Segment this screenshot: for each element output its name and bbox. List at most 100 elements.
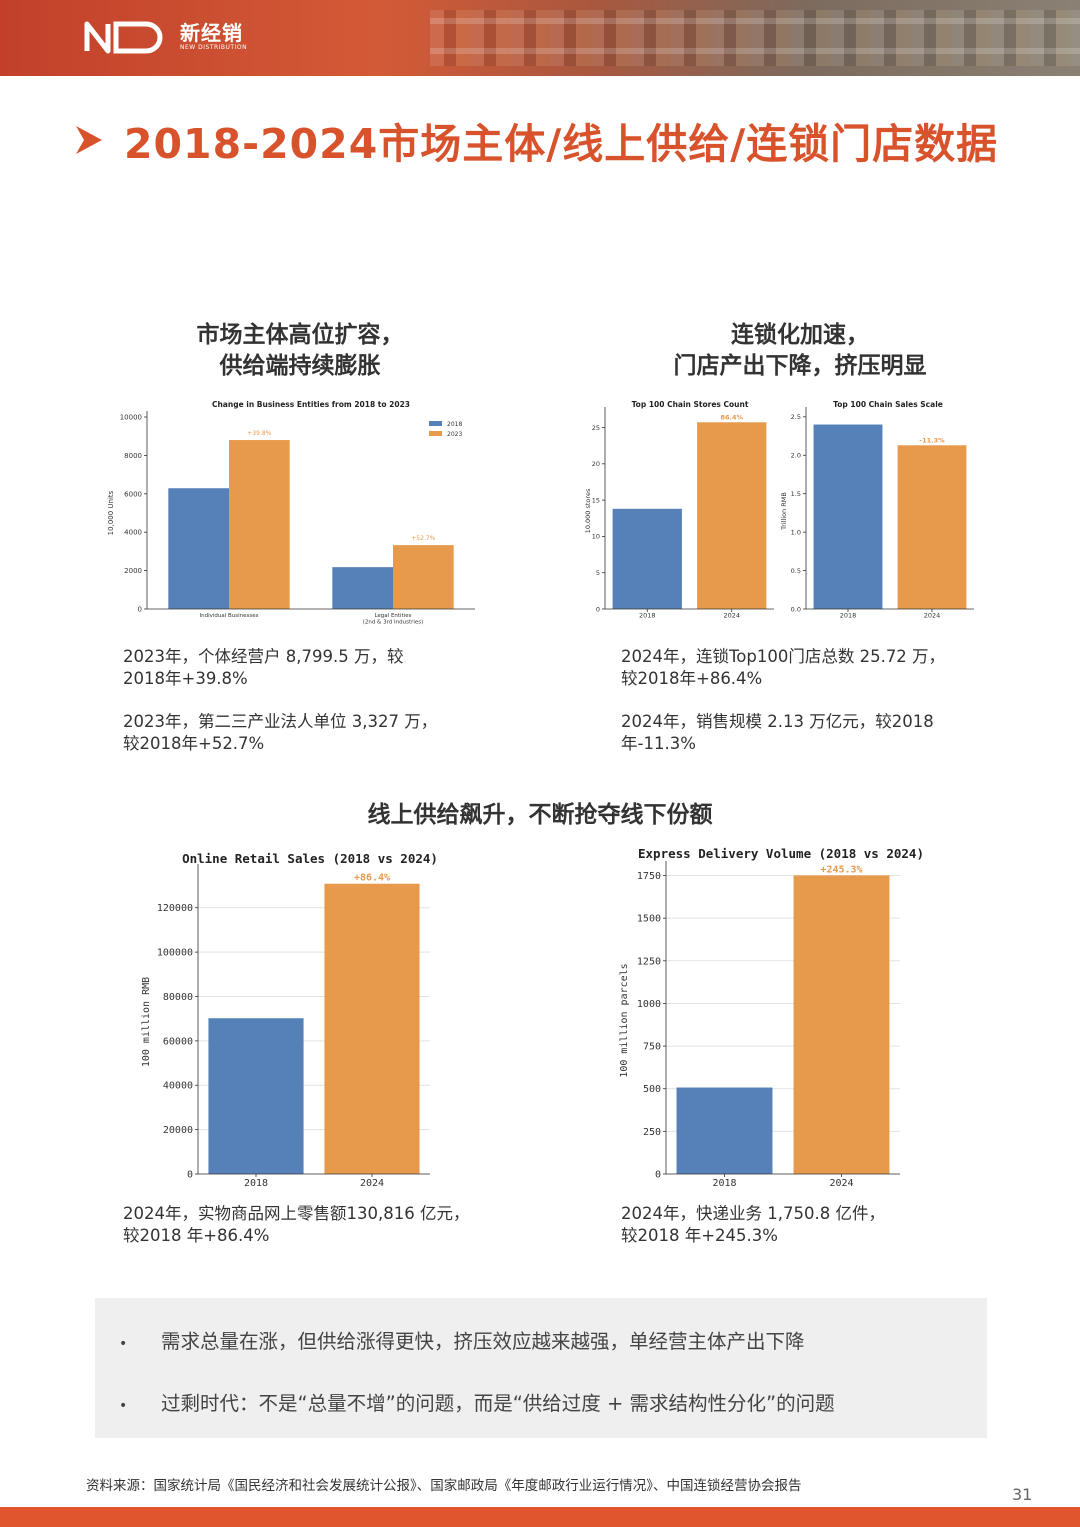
stat-chain-stores: 2024年，连锁Top100门店总数 25.72 万， 较2018年+86.4% — [621, 646, 945, 690]
chart-chain-sales-scale: Top 100 Chain Sales Scale 0.0 0.5 1.0 1.5 2.0… — [780, 400, 974, 620]
bar-annotation: +52.7% — [411, 535, 435, 542]
y-tick-label: 0 — [655, 1170, 661, 1181]
bar-2018-1 — [332, 567, 393, 609]
bar-2018 — [813, 424, 883, 609]
x-tick-label: 2018 — [639, 612, 656, 620]
section-heading-market: 市场主体高位扩容， 供给端持续膨胀 — [150, 320, 450, 382]
x-tick-label: Legal Entities — [374, 613, 411, 619]
bar-annotation: -11.3% — [919, 436, 945, 444]
chart-express-delivery: Express Delivery Volume (2018 vs 2024) 0 2… — [619, 846, 924, 1189]
y-axis-label: 100 million RMB — [141, 977, 152, 1067]
bar-2018 — [676, 1087, 773, 1174]
y-axis-label: Trillion RMB — [780, 492, 788, 531]
y-tick-label: 20000 — [163, 1125, 193, 1136]
text-line: 较2018 年+245.3% — [621, 1226, 778, 1245]
section-heading-line: 门店产出下降，挤压明显 — [673, 353, 927, 379]
text-line: 较2018年+52.7% — [123, 734, 265, 753]
chart-title: Top 100 Chain Stores Count — [632, 400, 749, 409]
y-tick-label: 60000 — [163, 1036, 193, 1047]
legend-label: 2023 — [447, 431, 462, 438]
text-line: 年-11.3% — [621, 734, 696, 753]
bar-2018-0 — [168, 488, 229, 609]
text-line: 2024年，连锁Top100门店总数 25.72 万， — [621, 647, 946, 666]
bar-2023-0 — [229, 440, 290, 609]
source-note: 资料来源：国家统计局《国民经济和社会发展统计公报》、国家邮政局《年度邮政行业运行… — [86, 1478, 802, 1494]
chart-online-retail-sales: Online Retail Sales (2018 vs 2024) 0 20000… — [141, 851, 438, 1189]
y-tick-label: 80000 — [163, 992, 193, 1003]
chart-title: Top 100 Chain Sales Scale — [833, 400, 943, 409]
y-tick-label: 5 — [596, 569, 600, 577]
y-tick-label: 40000 — [163, 1081, 193, 1092]
footer-bar — [0, 1507, 1080, 1527]
y-axis-label: 10,000 Units — [107, 490, 115, 535]
summary-item: • 过剩时代：不是“总量不增”的问题，而是“供给过度 + 需求结构性分化”的问题 — [119, 1387, 835, 1416]
bar-2024 — [897, 445, 967, 609]
y-tick-label: 10 — [592, 533, 600, 541]
y-tick-label: 0 — [187, 1170, 193, 1181]
y-tick-label: 2.0 — [791, 452, 801, 460]
x-tick-label: Individual Businesses — [199, 613, 258, 619]
text-line: 2024年，快递业务 1,750.8 亿件， — [621, 1204, 885, 1223]
legend-swatch — [429, 431, 442, 436]
bar-2024 — [793, 875, 890, 1174]
legend-swatch — [429, 421, 442, 426]
y-tick-label: 2.5 — [791, 413, 801, 421]
bar-annotation: +39.8% — [247, 430, 271, 437]
y-tick-label: 0.5 — [791, 567, 801, 575]
stat-legal-entities: 2023年，第二三产业法人单位 3,327 万， 较2018年+52.7% — [123, 711, 437, 755]
x-tick-label: 2024 — [829, 1178, 853, 1189]
y-tick-label: 500 — [643, 1084, 661, 1095]
y-tick-label: 750 — [643, 1042, 661, 1053]
y-tick-label: 1.5 — [791, 490, 801, 498]
legend-label: 2018 — [447, 421, 462, 428]
y-tick-label: 1.0 — [791, 528, 801, 536]
y-tick-label: 0 — [138, 605, 142, 613]
y-tick-label: 20 — [592, 460, 600, 468]
y-tick-label: 120000 — [157, 903, 193, 914]
stat-express-delivery: 2024年，快递业务 1,750.8 亿件， 较2018 年+245.3% — [621, 1203, 885, 1247]
bar-annotation: 86.4% — [720, 413, 743, 421]
bar-2018 — [612, 508, 682, 609]
y-tick-label: 4000 — [124, 529, 142, 537]
bar-annotation: +86.4% — [354, 873, 390, 884]
brand-logo-mark — [84, 21, 163, 54]
text-line: 较2018 年+86.4% — [123, 1226, 270, 1245]
summary-item-text: 过剩时代：不是“总量不增”的问题，而是“供给过度 + 需求结构性分化”的问题 — [161, 1392, 835, 1415]
bar-2023-1 — [393, 545, 454, 609]
y-axis-label: 10,000 stores — [584, 488, 592, 533]
stat-online-retail: 2024年，实物商品网上零售额130,816 亿元， 较2018 年+86.4% — [123, 1203, 469, 1247]
section-heading-line: 市场主体高位扩容， — [196, 322, 404, 348]
page-number: 31 — [1012, 1485, 1033, 1504]
y-tick-label: 1500 — [637, 914, 661, 925]
text-line: 较2018年+86.4% — [621, 669, 763, 688]
text-line: 2018年+39.8% — [123, 669, 248, 688]
banner-shelf-line — [430, 18, 1080, 24]
text-line: 2023年，个体经营户 8,799.5 万，较 — [123, 647, 404, 666]
logo-text-cn: 新经销 — [180, 21, 243, 45]
bullet-icon: • — [119, 1398, 128, 1414]
y-tick-label: 250 — [643, 1127, 661, 1138]
y-axis-label: 100 million parcels — [619, 963, 630, 1077]
y-tick-label: 8000 — [124, 452, 142, 460]
y-tick-label: 1750 — [637, 871, 661, 882]
y-tick-label: 100000 — [157, 948, 193, 959]
y-tick-label: 0.0 — [791, 605, 801, 613]
x-tick-label: 2024 — [723, 612, 740, 620]
bar-2024 — [324, 883, 420, 1174]
summary-box: • 需求总量在涨，但供给涨得更快，挤压效应越来越强，单经营主体产出下降 • 过剩时代… — [95, 1298, 987, 1438]
x-tick-label: 2024 — [924, 612, 941, 620]
bullet-icon: • — [119, 1336, 128, 1352]
y-tick-label: 15 — [592, 496, 600, 504]
y-tick-label: 2000 — [124, 567, 142, 575]
bar-2024 — [697, 422, 767, 609]
y-tick-label: 1000 — [637, 999, 661, 1010]
page-title: 2018-2024市场主体/线上供给/连锁门店数据 — [124, 120, 999, 168]
x-tick-label: 2024 — [360, 1178, 384, 1189]
brand-logo: 新经销 NEW DISTRIBUTION — [84, 20, 247, 54]
section-heading-line: 供给端持续膨胀 — [219, 353, 381, 379]
summary-item-text: 需求总量在涨，但供给涨得更快，挤压效应越来越强，单经营主体产出下降 — [161, 1330, 805, 1353]
title-row: 2018-2024市场主体/线上供给/连锁门店数据 — [72, 110, 998, 170]
y-tick-label: 0 — [596, 605, 600, 613]
text-line: 2024年，实物商品网上零售额130,816 亿元， — [123, 1204, 470, 1223]
x-tick-label: 2018 — [712, 1178, 736, 1189]
